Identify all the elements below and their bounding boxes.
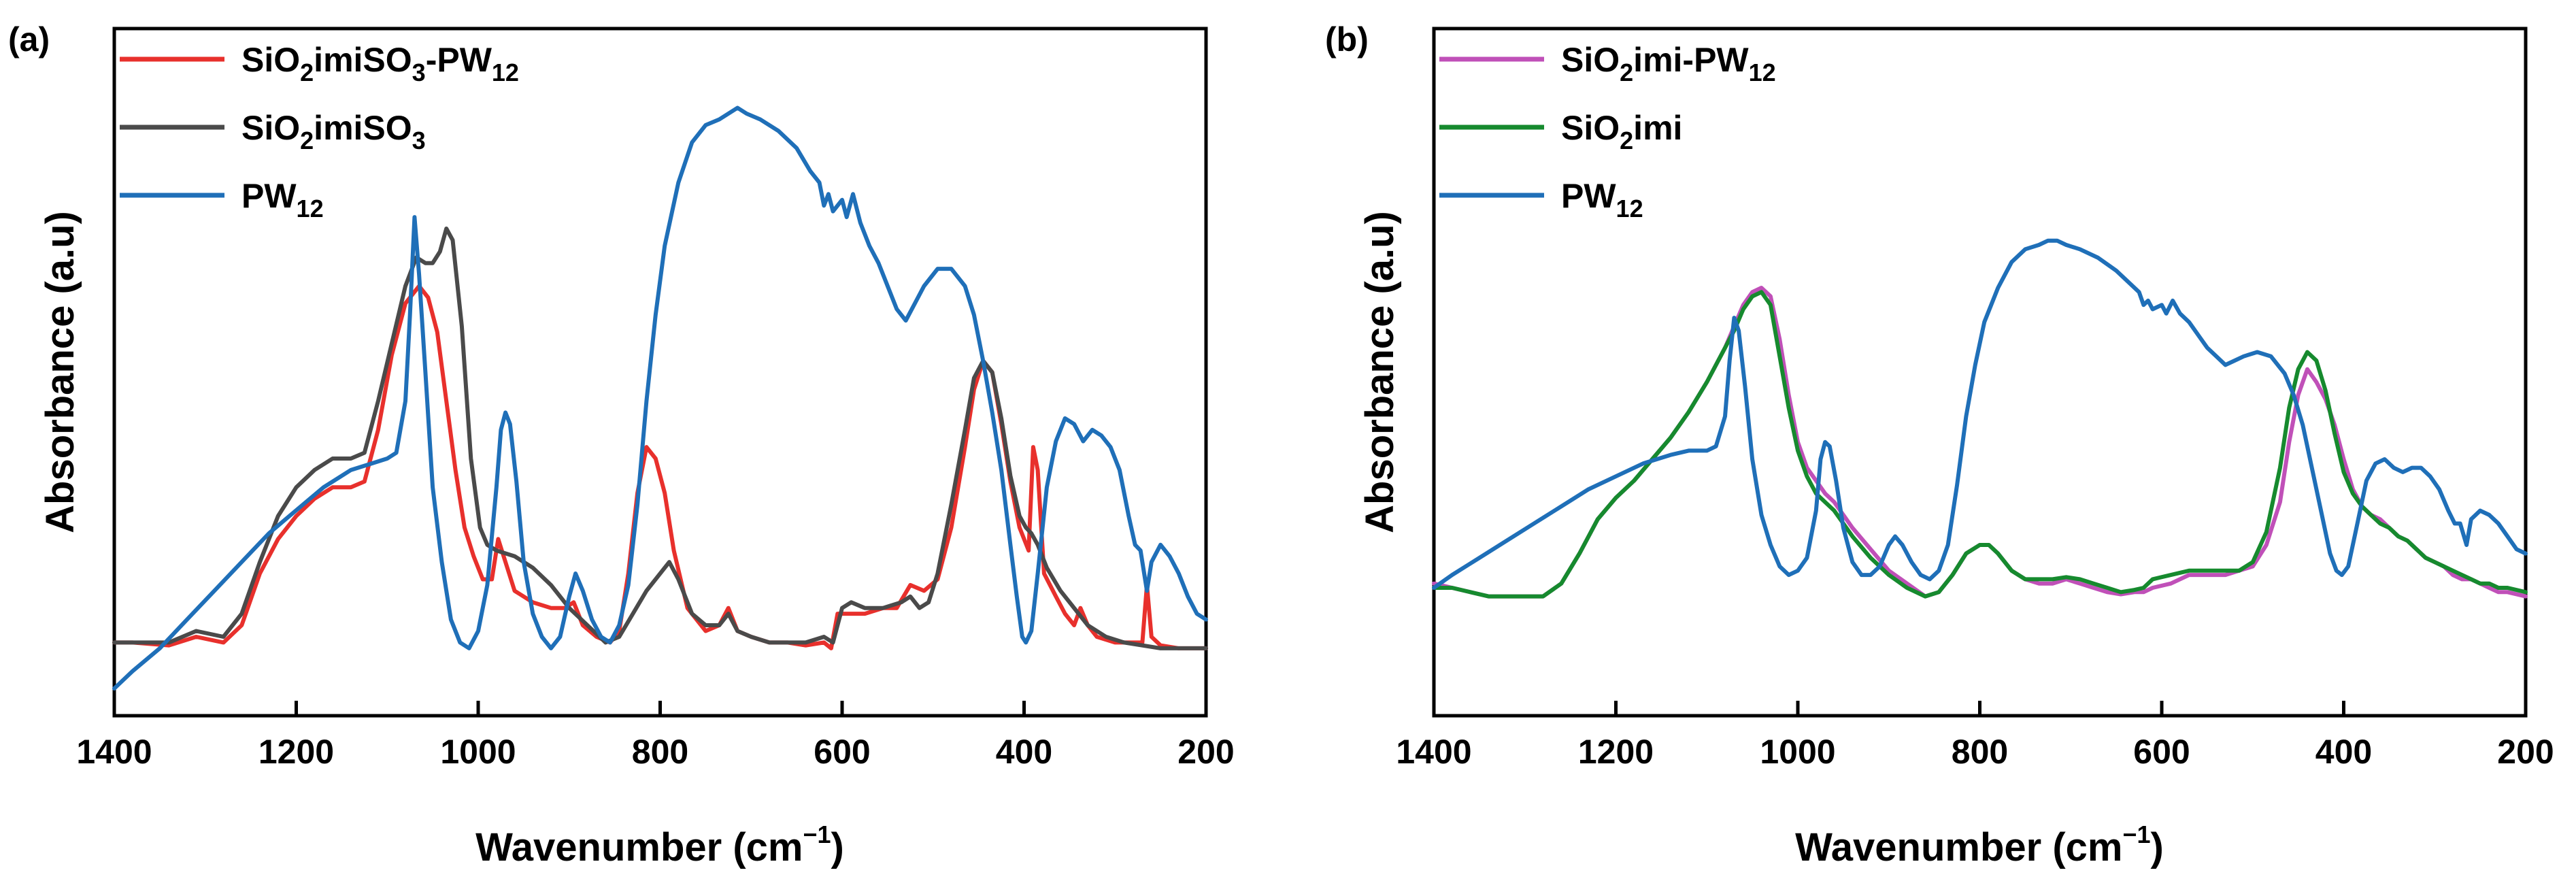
series-line-PW12 — [1432, 238, 2528, 590]
series-line-SiO2imiSO3-PW12 — [112, 284, 1208, 650]
panel-a-series — [112, 105, 1208, 691]
panel-a-x-axis-title-main: Wavenumber (cm — [475, 825, 803, 869]
x-tick-label: 1400 — [1396, 733, 1471, 771]
series-line-SiO2imi — [1432, 290, 2528, 599]
panel-a-label: (a) — [8, 20, 50, 59]
legend-label-part: -PW — [426, 41, 492, 79]
legend-label-part: 2 — [1620, 127, 1633, 154]
legend-label-part: PW — [1561, 177, 1616, 215]
x-tick-label: 200 — [1177, 733, 1234, 771]
legend-label-PW12: PW12 — [241, 177, 324, 222]
x-tick-label: 800 — [632, 733, 688, 771]
panel-a-y-axis-title: Absorbance (a.u) — [38, 211, 82, 533]
legend-label-part: 12 — [492, 59, 519, 86]
series-line-PW12 — [112, 105, 1208, 691]
x-tick-label: 400 — [2315, 733, 2372, 771]
series-line-SiO2imiSO3 — [112, 227, 1208, 650]
legend-label-part: 3 — [412, 127, 426, 154]
legend-label-part: SiO — [1561, 109, 1620, 147]
panel-b-x-axis-title-close: ) — [2151, 825, 2164, 869]
legend-label-part: 2 — [300, 127, 314, 154]
legend-label-part: 2 — [1620, 59, 1633, 86]
x-tick-label: 600 — [2133, 733, 2190, 771]
panel-a: (a) 1400 1200 1000 800 600 400 200 SiO2imiSO3-… — [8, 20, 1235, 869]
legend-label-part: imi — [1633, 109, 1682, 147]
panel-a-x-ticks: 1400 1200 1000 800 600 400 200 — [76, 701, 1235, 771]
panel-b-x-axis-title-sup: −1 — [2122, 820, 2150, 848]
panel-b-x-axis-title: Wavenumber (cm−1) — [1795, 820, 2164, 869]
legend-label-part: 12 — [1616, 195, 1643, 222]
legend-label-part: 12 — [297, 195, 324, 222]
legend-label-part: imi-PW — [1633, 41, 1749, 79]
legend-label-SiO2imi: SiO2imi — [1561, 109, 1682, 154]
panel-a-x-axis-title: Wavenumber (cm−1) — [475, 820, 844, 869]
legend-label-SiO2imi-PW12: SiO2imi-PW12 — [1561, 41, 1776, 86]
panel-b-y-axis-title: Absorbance (a.u) — [1358, 211, 1402, 533]
panel-b-x-axis-title-main: Wavenumber (cm — [1795, 825, 2122, 869]
legend-label-part: SiO — [1561, 41, 1620, 79]
x-tick-label: 800 — [1952, 733, 2008, 771]
panel-b-x-ticks: 1400 1200 1000 800 600 400 200 — [1396, 701, 2554, 771]
legend-label-part: imiSO — [314, 109, 412, 147]
x-tick-label: 1200 — [258, 733, 334, 771]
legend-label-part: PW — [241, 177, 297, 215]
x-tick-label: 200 — [2497, 733, 2554, 771]
legend-label-part: 12 — [1749, 59, 1776, 86]
legend-label-part: 3 — [412, 59, 426, 86]
x-tick-label: 600 — [814, 733, 870, 771]
panel-a-x-axis-title-close: ) — [831, 825, 844, 869]
legend-label-part: 2 — [300, 59, 314, 86]
legend-label-PW12: PW12 — [1561, 177, 1643, 222]
x-tick-label: 1000 — [440, 733, 516, 771]
panel-b: (b) 1400 1200 1000 800 600 400 200 SiO2imi-PW1… — [1325, 20, 2554, 869]
x-tick-label: 1400 — [76, 733, 152, 771]
legend-label-part: SiO — [241, 41, 300, 79]
legend-label-part: imiSO — [314, 41, 412, 79]
panel-a-x-axis-title-sup: −1 — [803, 820, 831, 848]
legend-label-SiO2imiSO3-PW12: SiO2imiSO3-PW12 — [241, 41, 519, 86]
panel-b-label: (b) — [1325, 20, 1369, 59]
x-tick-label: 400 — [996, 733, 1052, 771]
x-tick-label: 1000 — [1760, 733, 1835, 771]
panel-b-series — [1432, 238, 2528, 599]
legend-label-SiO2imiSO3: SiO2imiSO3 — [241, 109, 426, 154]
legend-label-part: SiO — [241, 109, 300, 147]
x-tick-label: 1200 — [1578, 733, 1654, 771]
